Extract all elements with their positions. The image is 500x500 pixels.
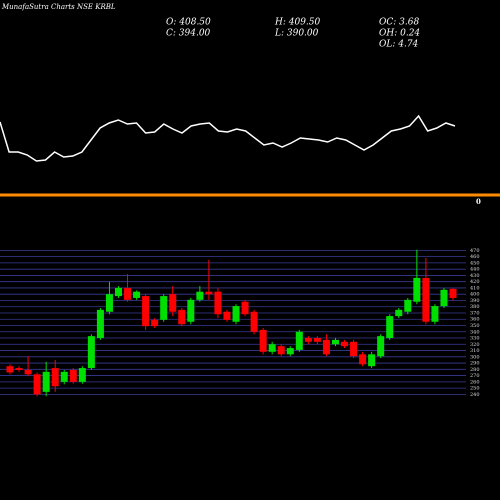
stat: H: 409.50 (274, 18, 321, 28)
stat: L: 390.00 (274, 29, 319, 39)
candle-body (241, 301, 249, 315)
candle-body (87, 336, 95, 369)
candle-body (250, 311, 258, 332)
candle-body (160, 296, 168, 320)
y-tick-label: 410 (470, 285, 480, 291)
marker-label: 0 (476, 197, 481, 206)
candle-body (105, 294, 113, 312)
candle-body (142, 296, 150, 327)
candle-body (60, 371, 68, 382)
candle-body (386, 316, 394, 339)
candle-body (449, 288, 457, 298)
stat: OH: 0.24 (379, 29, 420, 39)
candle-body (304, 338, 312, 342)
candle-body (178, 309, 186, 325)
y-tick-label: 460 (470, 254, 480, 260)
candle-body (187, 299, 195, 322)
y-tick-label: 450 (470, 260, 480, 266)
candle-body (6, 366, 14, 373)
candle-body (259, 329, 267, 352)
y-tick-label: 320 (470, 342, 480, 348)
candle-body (341, 341, 349, 347)
candle-body (313, 338, 321, 342)
candle-body (440, 289, 448, 307)
candle-body (51, 368, 59, 387)
y-tick-label: 280 (470, 367, 480, 373)
candle-body (295, 331, 303, 350)
candle-body (151, 319, 159, 327)
candle-body (431, 306, 439, 322)
candle-body (232, 306, 240, 322)
y-tick-label: 380 (470, 304, 480, 310)
y-tick-label: 350 (470, 323, 480, 329)
y-tick-label: 390 (470, 298, 480, 304)
candle-body (322, 339, 330, 355)
candle-body (169, 294, 177, 312)
candle-body (277, 346, 285, 355)
candle-body (223, 311, 231, 320)
stat: OL: 4.74 (379, 40, 419, 50)
stat: O: 408.50 (166, 18, 211, 28)
indicator-line (0, 114, 456, 162)
candle-body (350, 341, 358, 357)
candle-body (368, 354, 376, 367)
candle-body (42, 371, 50, 392)
y-tick-label: 360 (470, 317, 480, 323)
y-tick-label: 440 (470, 267, 480, 273)
candle-body (395, 309, 403, 317)
y-tick-label: 300 (470, 354, 480, 360)
stat: OC: 3.68 (379, 18, 419, 28)
candle-body (413, 277, 421, 302)
y-tick-label: 430 (470, 273, 480, 279)
candle-body (286, 348, 294, 355)
y-tick-label: 420 (470, 279, 480, 285)
candle-body (124, 287, 132, 300)
candle-body (15, 368, 23, 370)
candle-body (24, 369, 32, 375)
chart-title: MunafaSutra Charts NSE KRBL (1, 3, 116, 11)
stat: C: 394.00 (166, 29, 211, 39)
y-tick-label: 400 (470, 292, 480, 298)
y-tick-label: 470 (470, 248, 480, 254)
y-tick-label: 260 (470, 379, 480, 385)
candle-body (196, 291, 204, 300)
candle-body (214, 291, 222, 315)
y-tick-label: 290 (470, 361, 480, 367)
candle-body (69, 369, 77, 382)
candle-body (404, 299, 412, 312)
y-tick-label: 310 (470, 348, 480, 354)
candle-body (377, 336, 385, 357)
candle-body (359, 354, 367, 365)
y-tick-label: 250 (470, 386, 480, 392)
candle-body (268, 344, 276, 352)
candle-body (96, 309, 104, 339)
candle-body (133, 291, 141, 298)
candle-body (33, 374, 41, 395)
y-tick-label: 340 (470, 329, 480, 335)
candle-body (78, 368, 86, 382)
y-tick-label: 270 (470, 373, 480, 379)
y-tick-label: 330 (470, 336, 480, 342)
candle-body (331, 339, 339, 345)
candle-body (422, 277, 430, 322)
candle-body (114, 287, 122, 297)
y-tick-label: 370 (470, 310, 480, 316)
candle-body (205, 291, 213, 295)
y-tick-label: 240 (470, 392, 480, 398)
